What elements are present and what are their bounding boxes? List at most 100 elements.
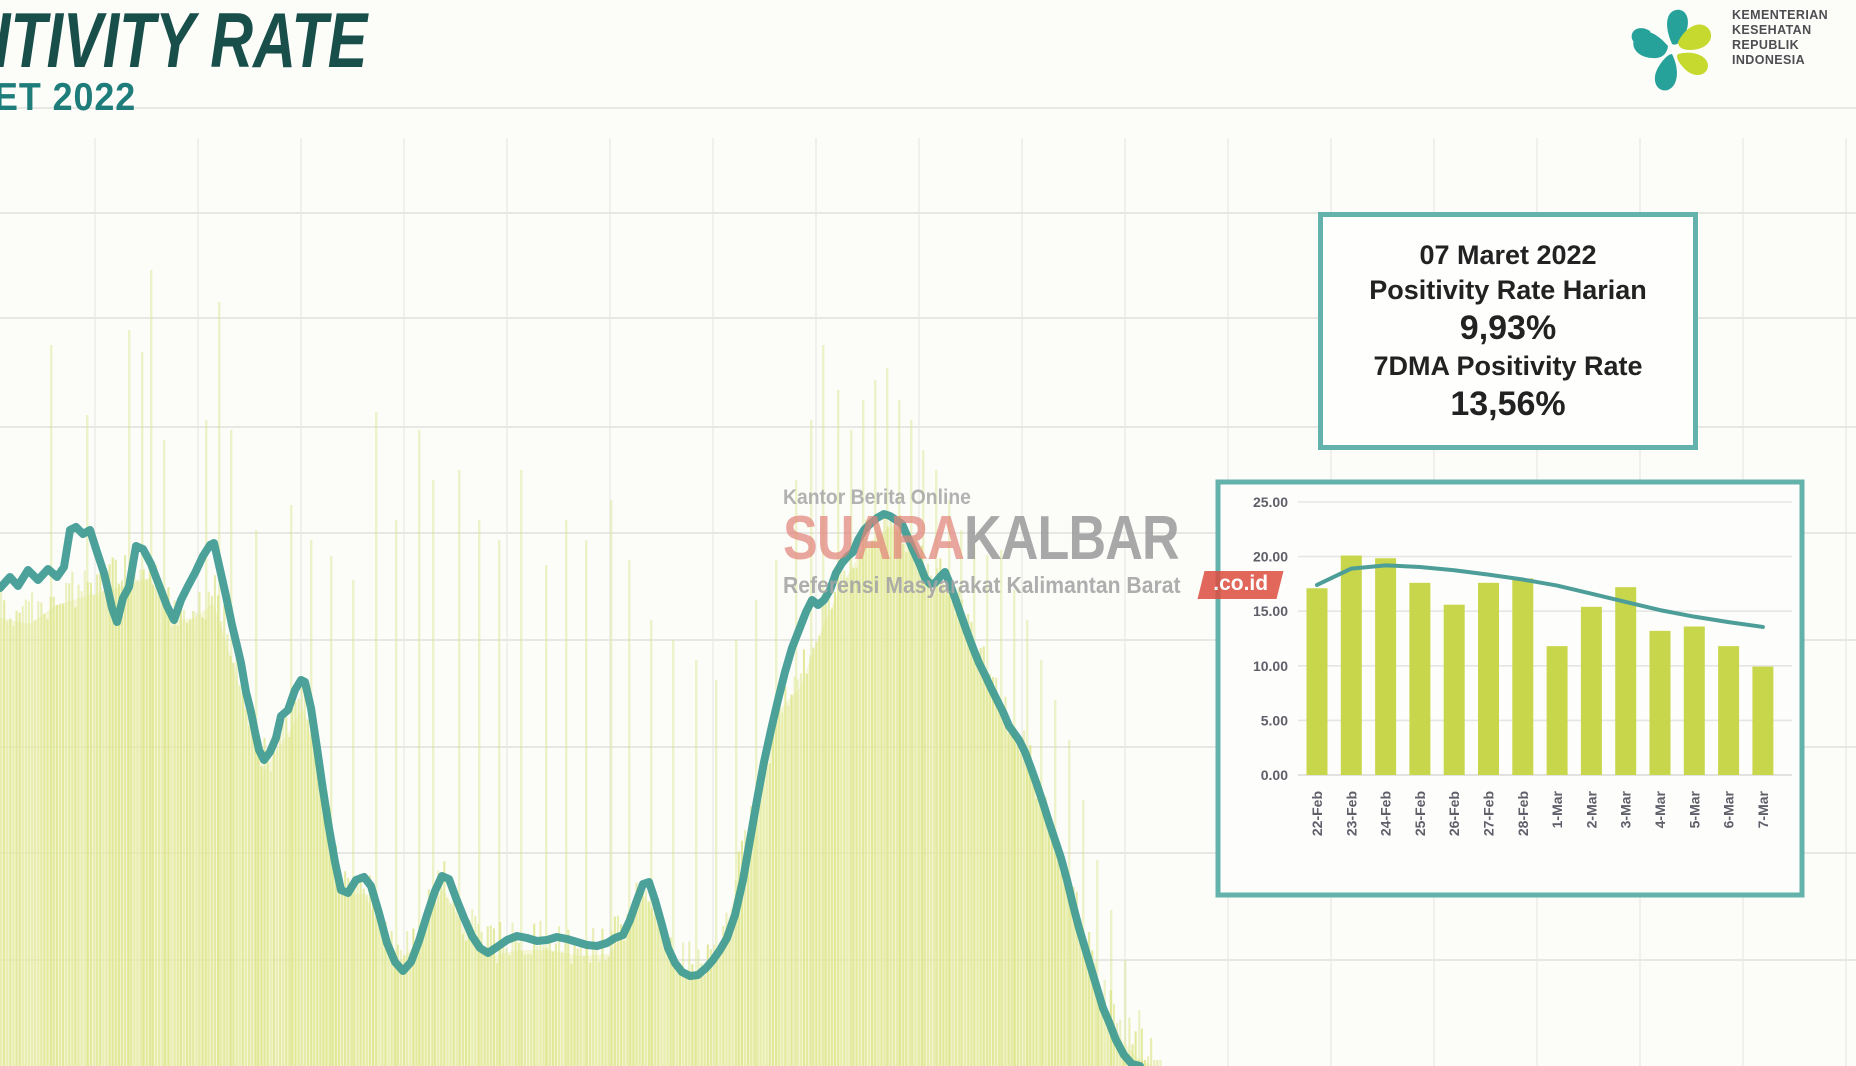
daily-bar: [294, 701, 297, 1066]
daily-bar: [1054, 852, 1057, 1066]
daily-bar-spike: [255, 530, 258, 1066]
daily-bar-spike: [520, 470, 523, 1066]
daily-bar: [1023, 730, 1026, 1066]
daily-bar: [1088, 932, 1091, 1066]
daily-bar: [505, 947, 508, 1066]
daily-bar: [204, 619, 207, 1066]
inset-xtick-label: 27-Feb: [1481, 791, 1497, 836]
daily-bar: [34, 620, 37, 1066]
daily-bar: [446, 897, 449, 1066]
watermark-tagline-bottom: Referensi Masyarakat Kalimantan Barat: [783, 571, 1181, 598]
daily-bar-spike: [695, 660, 698, 1066]
daily-bar: [923, 570, 926, 1066]
daily-bar: [502, 940, 505, 1066]
daily-bar: [1128, 1017, 1131, 1066]
daily-bar-spike: [610, 500, 613, 1066]
daily-bar: [316, 748, 319, 1066]
daily-bar: [266, 750, 269, 1066]
inset-xtick-label: 5-Mar: [1686, 790, 1702, 828]
daily-bar: [15, 610, 18, 1066]
daily-bar: [722, 926, 725, 1066]
daily-bar: [1010, 725, 1013, 1066]
daily-bar: [933, 594, 936, 1066]
daily-bar: [957, 586, 960, 1066]
inset-bar: [1409, 582, 1431, 775]
inset-bar: [1306, 588, 1328, 775]
daily-bar: [871, 540, 874, 1066]
daily-bar: [331, 846, 334, 1066]
daily-bar: [1078, 919, 1081, 1066]
daily-bar: [799, 673, 802, 1066]
daily-bar: [186, 622, 189, 1066]
daily-bar: [675, 968, 678, 1066]
daily-bar: [833, 591, 836, 1066]
kemenkes-logo-text: KEMENTERIAN KESEHATAN REPUBLIK INDONESIA: [1732, 2, 1828, 106]
daily-bar: [282, 720, 285, 1066]
daily-bar: [158, 583, 161, 1066]
daily-bar: [372, 896, 375, 1066]
daily-bar: [254, 714, 257, 1066]
daily-bar-spike: [1013, 590, 1016, 1066]
daily-bar: [86, 581, 89, 1066]
daily-bar: [164, 590, 167, 1066]
logo-line: INDONESIA: [1732, 53, 1806, 67]
daily-bar: [170, 626, 173, 1066]
daily-bar-spike: [822, 345, 825, 1066]
daily-bar: [483, 947, 486, 1066]
daily-bar: [424, 929, 427, 1066]
stats-date: 07 Maret 2022: [1419, 240, 1597, 270]
daily-bar: [623, 940, 626, 1066]
daily-bar-spike: [478, 520, 481, 1066]
daily-bar: [130, 584, 133, 1066]
daily-bar: [489, 925, 492, 1066]
daily-bar: [1153, 1060, 1156, 1066]
daily-bar: [1050, 834, 1053, 1066]
daily-bar-spike: [86, 415, 89, 1066]
daily-bar: [337, 873, 340, 1066]
daily-bar: [359, 876, 362, 1066]
daily-bar: [750, 806, 753, 1066]
inset-xtick-label: 23-Feb: [1343, 791, 1359, 836]
daily-bar: [765, 752, 768, 1066]
daily-bar: [452, 889, 455, 1066]
daily-bar: [362, 888, 365, 1066]
daily-bar-spike: [1026, 620, 1029, 1066]
daily-bar: [998, 708, 1001, 1066]
watermark-brand-kalbar: KALBAR: [963, 504, 1180, 573]
daily-bar: [58, 603, 61, 1066]
daily-bar: [365, 894, 368, 1066]
daily-bar: [672, 961, 675, 1066]
stats-daily-label: Positivity Rate Harian: [1369, 275, 1647, 305]
daily-bar: [849, 550, 852, 1066]
daily-bar: [297, 698, 300, 1066]
daily-bar: [1044, 796, 1047, 1066]
inset-ytick-label: 10.00: [1253, 658, 1288, 674]
daily-bar: [970, 621, 973, 1066]
daily-bar: [313, 719, 316, 1066]
daily-bar-spike: [498, 540, 501, 1066]
daily-bar: [381, 922, 384, 1066]
daily-bar: [790, 694, 793, 1066]
daily-bar: [201, 617, 204, 1066]
daily-bar: [917, 561, 920, 1066]
watermark-tagline-top: Kantor Berita Online: [783, 486, 971, 509]
daily-bar: [582, 955, 585, 1066]
daily-bar: [666, 941, 669, 1066]
daily-bar: [40, 602, 43, 1066]
daily-bar: [303, 690, 306, 1066]
daily-bar: [139, 569, 142, 1066]
daily-bar: [458, 905, 461, 1066]
daily-bar: [734, 880, 737, 1066]
daily-bar-spike: [755, 600, 758, 1066]
daily-bar: [902, 544, 905, 1066]
daily-bar: [1094, 961, 1097, 1066]
daily-bar: [455, 905, 458, 1066]
daily-bar: [654, 900, 657, 1066]
daily-bar: [508, 955, 511, 1066]
daily-bar: [576, 948, 579, 1066]
daily-bar-spike: [310, 540, 313, 1066]
inset-bar: [1580, 606, 1602, 775]
inset-xtick-label: 2-Mar: [1583, 790, 1599, 828]
watermark-bottom-row: Referensi Masyarakat Kalimantan Barat .c…: [783, 571, 1284, 599]
inset-ytick-label: 0.00: [1261, 767, 1288, 783]
